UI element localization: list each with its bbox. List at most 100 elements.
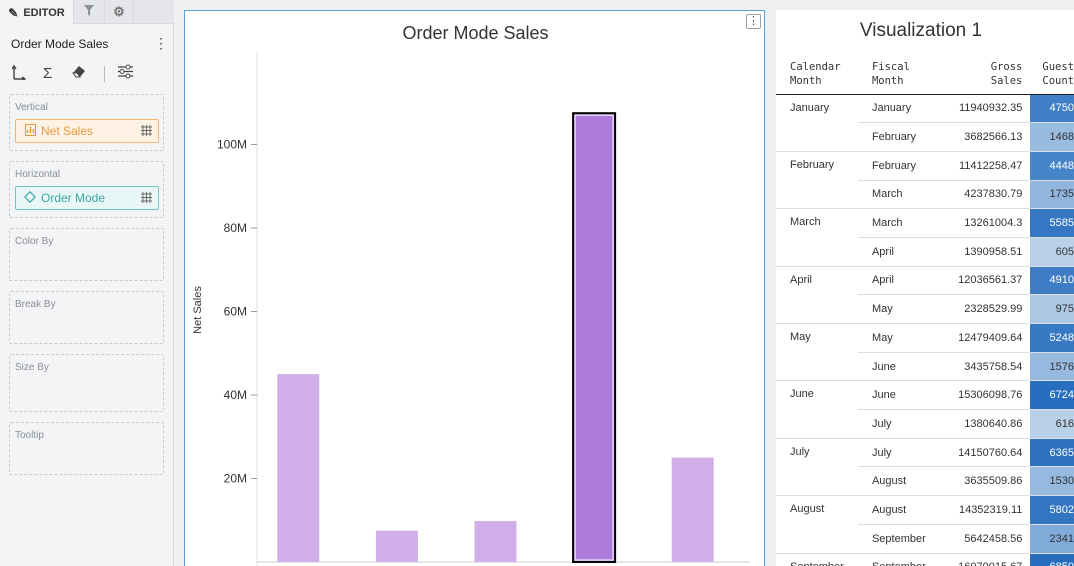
gross-sales-cell: 12036561.37 xyxy=(942,266,1031,296)
fiscal-month-cell: June xyxy=(857,380,943,411)
y-tick-label: 20M xyxy=(224,472,247,486)
grid-icon[interactable] xyxy=(141,192,152,206)
guest-count-cell: 6365 xyxy=(1030,438,1074,468)
drop-zone-horizontal[interactable]: Horizontal Order Mode xyxy=(9,161,164,218)
gross-sales-cell: 4237830.79 xyxy=(942,180,1031,210)
guest-count-cell: 5802 xyxy=(1030,495,1074,525)
bar-2[interactable] xyxy=(375,530,418,562)
grid-icon[interactable] xyxy=(141,125,152,139)
dimension-pill-order-mode[interactable]: Order Mode xyxy=(15,186,159,210)
measure-pill-net-sales[interactable]: Net Sales xyxy=(15,119,159,143)
sigma-icon[interactable]: Σ xyxy=(43,65,53,82)
calendar-month-cell: February xyxy=(776,151,858,210)
guest-count-cell: 4910 xyxy=(1030,266,1074,296)
bar-4[interactable] xyxy=(572,112,617,563)
table-row[interactable]: SeptemberSeptember16070015.676850 xyxy=(776,553,1074,566)
calendar-month-cell: January xyxy=(776,94,858,152)
zone-label: Vertical xyxy=(15,102,48,113)
table-row[interactable]: March 4237830.79 1735 xyxy=(776,180,1074,210)
fiscal-month-cell: February xyxy=(857,122,943,152)
gross-sales-cell: 12479409.64 xyxy=(942,323,1031,353)
zone-label: Size By xyxy=(15,362,49,373)
fiscal-month-cell: July xyxy=(857,438,943,468)
gross-sales-cell: 3435758.54 xyxy=(942,352,1031,382)
fiscal-month-cell: March xyxy=(857,208,943,238)
guest-count-cell: 1735 xyxy=(1030,180,1074,210)
tab-filter[interactable] xyxy=(75,0,103,24)
table-row[interactable]: August 3635509.86 1530 xyxy=(776,466,1074,497)
chart-card[interactable]: Order Mode Sales ⋮ Net Sales 20M 40M 60M 80… xyxy=(184,10,765,566)
table-row[interactable]: May 2328529.99 975 xyxy=(776,294,1074,324)
guest-count-cell: 6724 xyxy=(1030,380,1074,411)
fiscal-month-cell: July xyxy=(857,409,943,439)
guest-count-cell: 5248 xyxy=(1030,323,1074,353)
drop-zone-vertical[interactable]: Vertical Net Sales xyxy=(9,94,164,151)
table-row[interactable]: September 5642458.56 2341 xyxy=(776,524,1074,554)
gross-sales-cell: 2328529.99 xyxy=(942,294,1031,324)
table-row[interactable]: January January 11940932.35 4750 xyxy=(776,94,1074,152)
editor-panel: ✎ EDITOR ⚙ Order Mode Sales ⋮ Σ xyxy=(0,0,174,566)
fiscal-month-cell: August xyxy=(857,495,943,525)
bar-5[interactable] xyxy=(671,457,714,562)
table-row[interactable]: February 3682566.13 1468 xyxy=(776,122,1074,152)
guest-count-cell: 5585 xyxy=(1030,208,1074,238)
table-row[interactable]: May May 12479409.64 5248 xyxy=(776,323,1074,382)
table-card[interactable]: Visualization 1 Calendar Month Fiscal Mo… xyxy=(776,10,1074,566)
axis-icon[interactable] xyxy=(11,64,27,86)
guest-count-cell: 616 xyxy=(1030,409,1074,439)
gross-sales-cell: 1390958.51 xyxy=(942,237,1031,267)
column-header-calendar-month[interactable]: Calendar Month xyxy=(776,54,858,95)
zone-label: Horizontal xyxy=(15,169,61,180)
editor-toolbar: Σ xyxy=(10,64,160,84)
sliders-icon[interactable] xyxy=(117,64,134,85)
guest-count-cell: 605 xyxy=(1030,237,1074,267)
gross-sales-cell: 14352319.11 xyxy=(942,495,1031,525)
table-row[interactable]: June 3435758.54 1576 xyxy=(776,352,1074,382)
fiscal-month-cell: May xyxy=(857,294,943,324)
drop-zone-break-by[interactable]: Break By xyxy=(9,291,164,344)
eraser-icon[interactable] xyxy=(72,64,87,84)
drop-zone-color-by[interactable]: Color By xyxy=(9,228,164,281)
drop-zone-size-by[interactable]: Size By xyxy=(9,354,164,412)
drop-zone-tooltip[interactable]: Tooltip xyxy=(9,422,164,475)
column-header-guest-count[interactable]: Guest Count xyxy=(1030,54,1074,95)
y-tick-label: 100M xyxy=(217,138,247,152)
table-row[interactable]: March March 13261004.3 5585 xyxy=(776,208,1074,267)
table-row[interactable]: August August 14352319.11 5802 xyxy=(776,495,1074,554)
chart-options-icon[interactable]: ⋮ xyxy=(746,14,761,29)
table-row[interactable]: July 1380640.86 616 xyxy=(776,409,1074,439)
table-row[interactable]: July July 14150760.64 6365 xyxy=(776,438,1074,497)
zone-label: Color By xyxy=(15,236,54,247)
calendar-month-cell: March xyxy=(776,208,858,267)
bar-3[interactable] xyxy=(474,521,517,562)
y-tick-label: 40M xyxy=(224,388,247,402)
calendar-month-cell: May xyxy=(776,323,858,382)
tab-settings[interactable]: ⚙ xyxy=(104,0,134,24)
more-options-icon[interactable]: ⋮ xyxy=(154,35,168,51)
table-row[interactable]: April April 12036561.37 4910 xyxy=(776,266,1074,325)
bar-1[interactable] xyxy=(277,374,320,562)
gross-sales-cell: 11940932.35 xyxy=(942,94,1031,124)
table-row[interactable]: February February 11412258.47 4448 xyxy=(776,151,1074,210)
fiscal-month-cell: April xyxy=(857,237,943,267)
gross-sales-cell: 13261004.3 xyxy=(942,208,1031,238)
gross-sales-cell: 5642458.56 xyxy=(942,524,1031,554)
column-header-fiscal-month[interactable]: Fiscal Month xyxy=(857,54,943,95)
filter-icon xyxy=(84,5,94,19)
fiscal-month-cell: June xyxy=(857,352,943,382)
guest-count-cell: 4448 xyxy=(1030,151,1074,181)
fiscal-month-cell: August xyxy=(857,466,943,497)
table-row[interactable]: June June 15306098.76 6724 xyxy=(776,380,1074,439)
guest-count-cell: 1530 xyxy=(1030,466,1074,497)
calendar-month-cell: April xyxy=(776,266,858,325)
table-title: Visualization 1 xyxy=(859,20,983,41)
guest-count-cell: 1468 xyxy=(1030,122,1074,152)
table-row[interactable]: April 1390958.51 605 xyxy=(776,237,1074,267)
tab-editor[interactable]: ✎ EDITOR xyxy=(0,0,74,25)
guest-count-cell: 1576 xyxy=(1030,352,1074,382)
zone-label: Tooltip xyxy=(15,430,44,441)
column-header-gross-sales[interactable]: Gross Sales xyxy=(942,54,1031,95)
fiscal-month-cell: September xyxy=(857,524,943,554)
fiscal-month-cell: January xyxy=(857,94,943,124)
guest-count-cell: 2341 xyxy=(1030,524,1074,554)
